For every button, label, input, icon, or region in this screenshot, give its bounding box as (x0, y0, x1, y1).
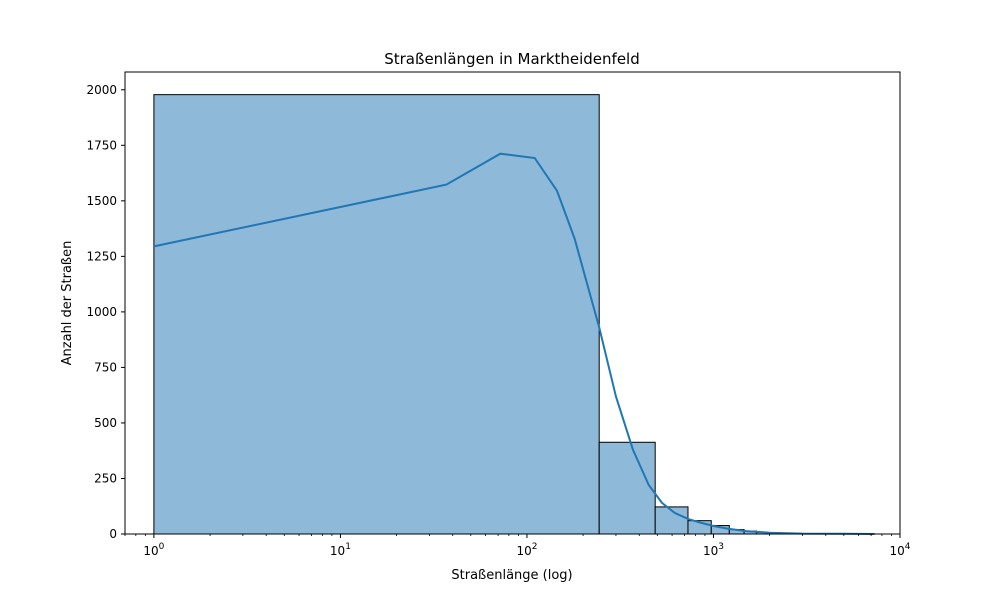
y-tick-label: 1500 (86, 194, 117, 208)
chart-title: Straßenlängen in Marktheidenfeld (384, 50, 640, 68)
x-axis: 100 101 102 103 104 (124, 534, 911, 558)
y-axis-label: Anzahl der Straßen (60, 241, 75, 366)
y-axis: 0 250 500 750 1000 1250 1500 1750 2000 (86, 83, 125, 541)
y-tick-label: 500 (94, 416, 117, 430)
x-axis-label: Straßenlänge (log) (451, 568, 572, 583)
y-tick-label: 1750 (86, 138, 117, 152)
x-tick-label: 104 (889, 542, 910, 558)
y-tick-label: 1000 (86, 305, 117, 319)
y-tick-label: 250 (94, 471, 117, 485)
x-tick-label: 103 (703, 542, 724, 558)
histogram-bar (153, 94, 600, 535)
y-tick-label: 0 (109, 527, 117, 541)
x-tick-label: 101 (330, 542, 351, 558)
kde-curve (153, 152, 875, 535)
y-tick-label: 1250 (86, 249, 117, 263)
x-tick-label: 100 (143, 542, 164, 558)
histogram-bar (598, 441, 656, 535)
y-tick-label: 750 (94, 360, 117, 374)
x-tick-label: 102 (516, 542, 537, 558)
y-tick-label: 2000 (86, 83, 117, 97)
histogram-bars (153, 94, 875, 535)
plot-frame (124, 71, 901, 535)
